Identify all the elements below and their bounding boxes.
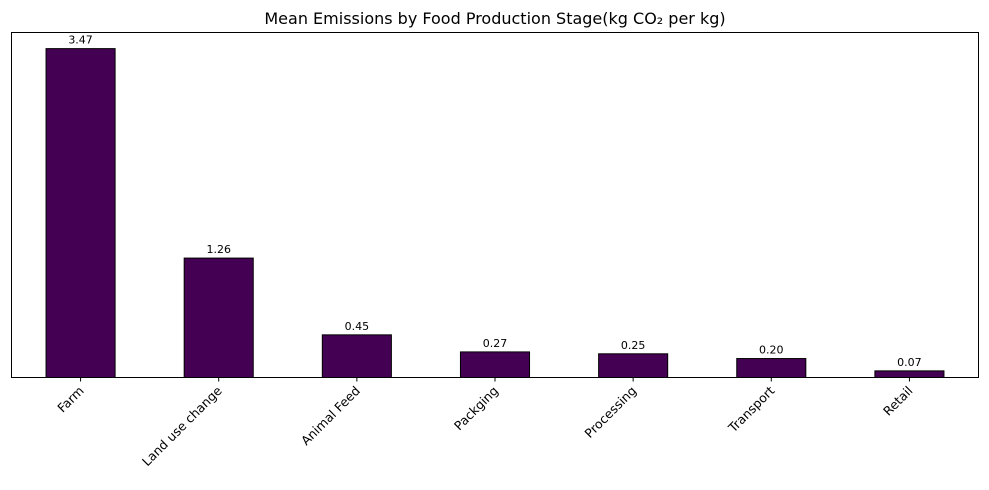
bar-processing bbox=[598, 353, 669, 378]
data-label: 0.25 bbox=[621, 339, 646, 352]
plot-frame bbox=[11, 32, 979, 378]
data-labels-layer: 3.47 1.26 0.45 0.27 0.25 0.20 0.07 bbox=[68, 34, 921, 369]
x-ticks-layer: Farm Land use change Animal Feed Packging Pr… bbox=[54, 377, 916, 469]
bar-farm bbox=[45, 48, 116, 379]
x-tick-label: Retail bbox=[880, 383, 916, 419]
data-label: 0.20 bbox=[759, 344, 784, 357]
data-label: 0.07 bbox=[897, 356, 922, 369]
x-tick-label: Transport bbox=[725, 383, 778, 436]
data-label: 0.27 bbox=[483, 337, 508, 350]
bars-layer bbox=[45, 48, 945, 379]
data-label: 0.45 bbox=[345, 320, 370, 333]
bar-animal-feed bbox=[321, 334, 392, 379]
data-label: 3.47 bbox=[68, 34, 93, 47]
bar-packging bbox=[459, 351, 531, 379]
x-tick-label: Packging bbox=[451, 383, 501, 433]
x-tick-label: Farm bbox=[54, 383, 86, 415]
x-tick-label: Land use change bbox=[139, 383, 225, 469]
bar-land-use-change bbox=[183, 257, 254, 378]
bar-retail bbox=[874, 370, 945, 378]
data-label: 1.26 bbox=[206, 243, 231, 256]
x-tick-label: Animal Feed bbox=[298, 383, 363, 448]
bar-transport bbox=[736, 358, 807, 379]
chart-title: Mean Emissions by Food Production Stage(… bbox=[264, 9, 725, 28]
x-tick-label: Processing bbox=[581, 383, 639, 441]
